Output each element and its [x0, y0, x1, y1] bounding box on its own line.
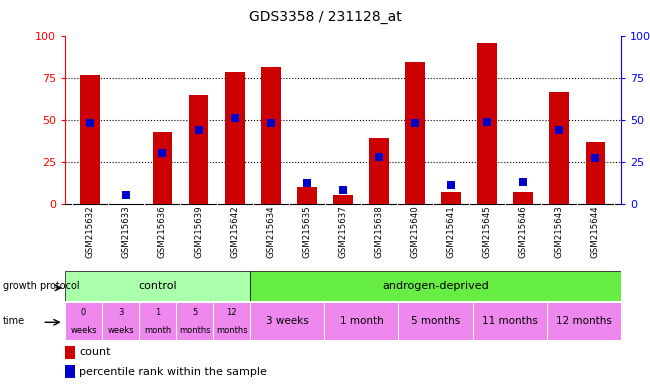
Bar [405, 61, 425, 204]
Bar [250, 302, 324, 340]
Text: 3: 3 [118, 308, 124, 317]
Text: GSM215639: GSM215639 [194, 205, 203, 258]
Text: GSM215641: GSM215641 [447, 205, 456, 258]
Text: 5 months: 5 months [411, 316, 460, 326]
Bar [102, 302, 139, 340]
Bar [369, 138, 389, 204]
Bar [225, 71, 244, 204]
Bar [473, 302, 547, 340]
Bar [547, 302, 621, 340]
Text: GSM215638: GSM215638 [374, 205, 384, 258]
Text: GSM215637: GSM215637 [339, 205, 347, 258]
Bar [324, 302, 398, 340]
Bar [514, 192, 533, 204]
Text: GSM215646: GSM215646 [519, 205, 528, 258]
Text: months: months [216, 326, 248, 335]
Bar [81, 75, 100, 204]
Bar [65, 302, 102, 340]
Text: GSM215634: GSM215634 [266, 205, 275, 258]
Text: 12: 12 [226, 308, 237, 317]
Text: control: control [138, 281, 177, 291]
Bar [176, 302, 213, 340]
Bar [65, 346, 75, 359]
Text: 0: 0 [81, 308, 86, 317]
Text: GDS3358 / 231128_at: GDS3358 / 231128_at [248, 10, 402, 23]
Bar [65, 365, 75, 378]
Bar [261, 66, 281, 204]
Text: weeks: weeks [107, 326, 134, 335]
Bar [477, 43, 497, 204]
Text: percentile rank within the sample: percentile rank within the sample [79, 367, 267, 377]
Bar [549, 92, 569, 204]
Bar [398, 302, 473, 340]
Bar [586, 142, 605, 204]
Text: GSM215635: GSM215635 [302, 205, 311, 258]
Text: 11 months: 11 months [482, 316, 538, 326]
Text: GSM215633: GSM215633 [122, 205, 131, 258]
Text: months: months [179, 326, 211, 335]
Bar [65, 271, 250, 301]
Bar [213, 302, 250, 340]
Bar [153, 132, 172, 204]
Text: GSM215644: GSM215644 [591, 205, 600, 258]
Text: weeks: weeks [70, 326, 97, 335]
Text: GSM215645: GSM215645 [483, 205, 492, 258]
Bar [297, 187, 317, 204]
Text: month: month [144, 326, 171, 335]
Text: 12 months: 12 months [556, 316, 612, 326]
Text: count: count [79, 348, 110, 358]
Bar [250, 271, 621, 301]
Text: time: time [3, 316, 25, 326]
Text: androgen-deprived: androgen-deprived [382, 281, 489, 291]
Text: 3 weeks: 3 weeks [266, 316, 309, 326]
Text: growth protocol: growth protocol [3, 281, 80, 291]
Bar [441, 192, 461, 204]
Text: 1: 1 [155, 308, 161, 317]
Bar [139, 302, 176, 340]
Text: GSM215643: GSM215643 [555, 205, 564, 258]
Text: 5: 5 [192, 308, 198, 317]
Text: GSM215636: GSM215636 [158, 205, 167, 258]
Bar [188, 95, 209, 204]
Bar [333, 195, 353, 204]
Text: GSM215632: GSM215632 [86, 205, 95, 258]
Text: GSM215642: GSM215642 [230, 205, 239, 258]
Text: GSM215640: GSM215640 [411, 205, 419, 258]
Text: 1 month: 1 month [339, 316, 384, 326]
